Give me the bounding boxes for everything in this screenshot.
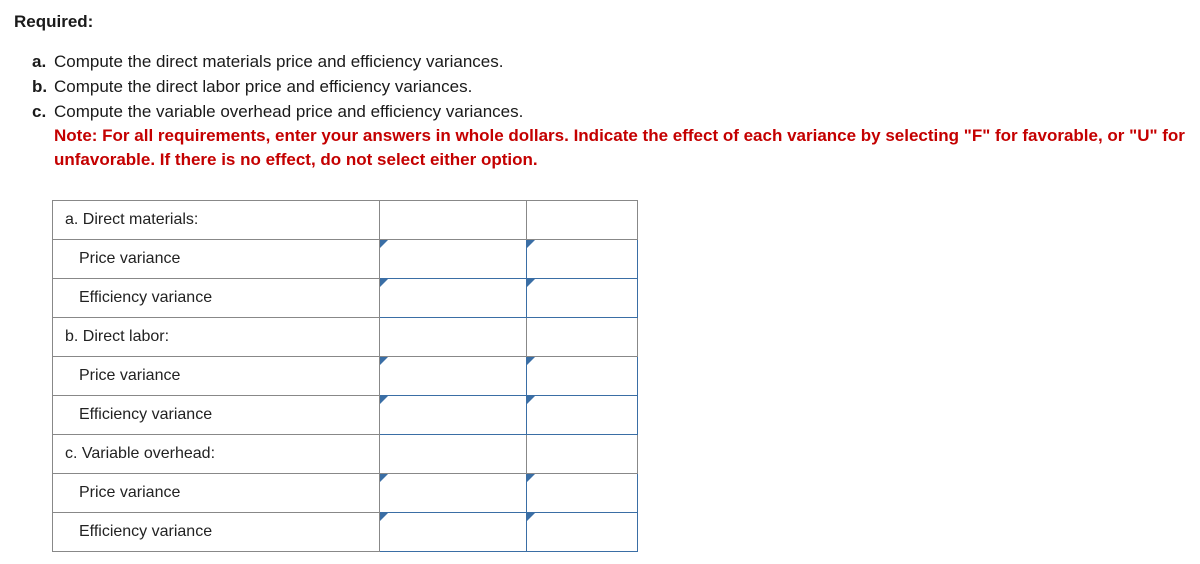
item-marker: a. (32, 50, 46, 74)
amount-cell[interactable] (380, 512, 527, 551)
table-row: Efficiency variance (53, 395, 638, 434)
requirement-item-a: a. Compute the direct materials price an… (32, 50, 1186, 74)
amount-cell (380, 317, 527, 356)
item-marker: b. (32, 75, 47, 99)
table-row: Efficiency variance (53, 512, 638, 551)
dropdown-indicator-icon (527, 279, 535, 287)
table-row: Price variance (53, 239, 638, 278)
item-text: Compute the variable overhead price and … (54, 102, 523, 121)
row-label: Efficiency variance (53, 512, 380, 551)
effect-cell[interactable] (527, 278, 638, 317)
amount-cell[interactable] (380, 356, 527, 395)
row-label: b. Direct labor: (53, 317, 380, 356)
requirements-note: Note: For all requirements, enter your a… (32, 124, 1186, 172)
table-row: Price variance (53, 473, 638, 512)
dropdown-indicator-icon (527, 474, 535, 482)
amount-cell[interactable] (380, 278, 527, 317)
editable-indicator-icon (380, 279, 388, 287)
effect-cell[interactable] (527, 512, 638, 551)
requirement-item-b: b. Compute the direct labor price and ef… (32, 75, 1186, 99)
amount-cell[interactable] (380, 239, 527, 278)
row-label: a. Direct materials: (53, 200, 380, 239)
effect-cell (527, 200, 638, 239)
table-row: c. Variable overhead: (53, 434, 638, 473)
dropdown-indicator-icon (527, 240, 535, 248)
editable-indicator-icon (380, 513, 388, 521)
row-label: Efficiency variance (53, 395, 380, 434)
variance-table: a. Direct materials:Price varianceEffici… (52, 200, 638, 552)
row-label: c. Variable overhead: (53, 434, 380, 473)
table-row: Price variance (53, 356, 638, 395)
amount-cell (380, 434, 527, 473)
required-heading: Required: (14, 12, 1186, 32)
effect-cell[interactable] (527, 395, 638, 434)
amount-cell[interactable] (380, 473, 527, 512)
editable-indicator-icon (380, 357, 388, 365)
editable-indicator-icon (380, 474, 388, 482)
effect-cell[interactable] (527, 239, 638, 278)
editable-indicator-icon (380, 240, 388, 248)
row-label: Price variance (53, 473, 380, 512)
effect-cell (527, 434, 638, 473)
item-text: Compute the direct labor price and effic… (54, 77, 472, 96)
dropdown-indicator-icon (527, 513, 535, 521)
requirements-list: a. Compute the direct materials price an… (14, 50, 1186, 172)
item-marker: c. (32, 100, 46, 124)
row-label: Efficiency variance (53, 278, 380, 317)
dropdown-indicator-icon (527, 396, 535, 404)
table-row: Efficiency variance (53, 278, 638, 317)
requirement-item-c: c. Compute the variable overhead price a… (32, 100, 1186, 124)
editable-indicator-icon (380, 396, 388, 404)
effect-cell[interactable] (527, 473, 638, 512)
effect-cell[interactable] (527, 356, 638, 395)
amount-cell (380, 200, 527, 239)
table-row: a. Direct materials: (53, 200, 638, 239)
table-row: b. Direct labor: (53, 317, 638, 356)
amount-cell[interactable] (380, 395, 527, 434)
dropdown-indicator-icon (527, 357, 535, 365)
effect-cell (527, 317, 638, 356)
row-label: Price variance (53, 239, 380, 278)
item-text: Compute the direct materials price and e… (54, 52, 503, 71)
row-label: Price variance (53, 356, 380, 395)
